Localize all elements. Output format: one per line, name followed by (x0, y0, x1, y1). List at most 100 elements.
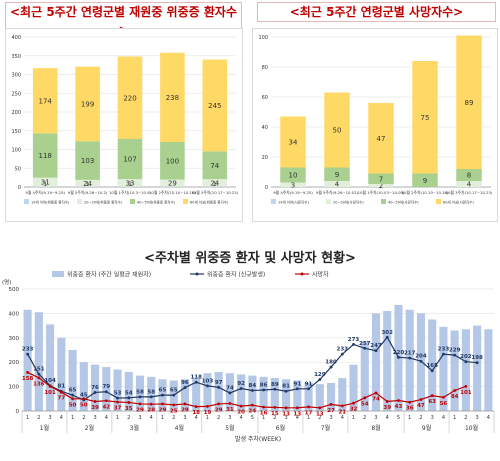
death-point (352, 402, 355, 405)
severe-point (318, 378, 321, 381)
y-tick-label: 100 (258, 35, 268, 41)
severe-point (386, 336, 389, 339)
month-label: 2월 (85, 424, 94, 432)
death-point (341, 404, 344, 407)
month-label: 8월 (371, 424, 380, 432)
week-tick-label: 2 (37, 415, 40, 421)
death-point (206, 405, 209, 408)
death-point (37, 376, 40, 379)
death-point (420, 398, 423, 401)
month-label: 1월 (40, 424, 49, 432)
death-point (195, 405, 198, 408)
severe-point (229, 392, 232, 395)
week-tick-label: 2 (127, 415, 130, 421)
death-point (408, 401, 411, 404)
death-point (82, 397, 85, 400)
y-tick-label: 80 (262, 65, 268, 71)
death-point (273, 406, 276, 409)
severe-point (465, 360, 468, 363)
legend-swatch (130, 199, 135, 204)
severe-label: 204 (415, 354, 427, 360)
severe-point (363, 347, 366, 350)
death-label: 28 (147, 408, 155, 414)
severe-label: 233 (337, 347, 349, 353)
death-point (386, 400, 389, 403)
week-tick-label: 1 (352, 415, 355, 421)
death-point (375, 392, 378, 395)
y-tick-label: 60 (262, 95, 268, 101)
legend-label: 60세 이상(위중증 환자수) (190, 200, 229, 205)
weekly-bar (35, 312, 43, 411)
death-label: 50 (69, 402, 77, 408)
data-label: 50 (333, 127, 342, 135)
x-tick-label: 10월 1주차(10.03~10.09) (358, 190, 405, 195)
severe-label: 76 (91, 385, 99, 391)
death-label: 25 (170, 408, 178, 414)
week-tick-label: 5 (397, 415, 400, 421)
death-label: 27 (327, 408, 335, 414)
data-label: 8 (467, 172, 471, 180)
legend-label: 위중증 환자 (주간 일평균 재원자) (67, 271, 151, 279)
severe-point (71, 394, 74, 397)
severe-point (184, 386, 187, 389)
legend-marker (196, 273, 199, 276)
week-tick-label: 5 (251, 415, 254, 421)
y-tick-label: 300 (11, 73, 21, 79)
data-label: 107 (123, 156, 136, 164)
data-label: 34 (289, 139, 298, 147)
severe-point (26, 353, 29, 356)
death-label: 101 (460, 390, 472, 396)
death-label: 29 (215, 407, 223, 413)
severe-label: 151 (33, 367, 45, 373)
week-tick-label: 3 (93, 415, 96, 421)
month-label: 5월 (225, 424, 234, 432)
death-label: 35 (125, 406, 133, 412)
y-tick-label: 250 (11, 91, 21, 97)
death-point (431, 394, 434, 397)
severe-point (431, 369, 434, 372)
severe-point (139, 395, 142, 398)
death-point (442, 396, 445, 399)
severe-label: 247 (370, 343, 382, 349)
week-tick-label: 4 (240, 415, 243, 421)
severe-label: 65 (170, 388, 178, 394)
severe-label: 103 (202, 378, 214, 384)
data-label: 4 (467, 181, 472, 189)
week-tick-label: 1 (116, 415, 119, 421)
month-label: 4월 (175, 424, 184, 432)
legend-swatch (77, 199, 82, 204)
severe-label: 81 (58, 384, 66, 390)
x-tick-label: 9월 5주차(9.26~10.2) (68, 190, 108, 195)
severe-label: 220 (393, 350, 405, 356)
death-label: 50 (80, 402, 88, 408)
death-label: 39 (91, 405, 99, 411)
week-tick-label: 3 (138, 415, 141, 421)
legend-label: 사망자 (312, 271, 329, 279)
data-label: 10 (289, 172, 298, 180)
y-tick-label: 500 (9, 287, 20, 293)
death-label: 54 (361, 401, 369, 407)
x-tick-label: 10월 2주차(10.10~10.16) (149, 190, 196, 195)
week-tick-label: 1 (71, 415, 74, 421)
weekly-bar (462, 329, 470, 411)
data-label: 174 (39, 97, 53, 105)
y-tick-label: 50 (15, 166, 21, 172)
severe-label: 96 (181, 380, 189, 386)
week-tick-label: 2 (217, 415, 220, 421)
severe-label: 86 (260, 383, 268, 389)
death-point (262, 406, 265, 409)
x-tick-label: 9월 5주차(9.26~10.02) (316, 190, 359, 195)
data-label: 1 (213, 181, 217, 188)
severe-label: 84 (249, 383, 257, 389)
data-label: 9 (335, 171, 339, 179)
week-tick-label: 2 (273, 415, 276, 421)
x-tick-label: 10월 3주차(10.17~10.23) (446, 190, 493, 195)
data-label: 47 (377, 135, 386, 143)
severe-label: 273 (348, 337, 360, 343)
y-tick-label: 400 (11, 35, 21, 41)
data-label: 238 (166, 94, 179, 102)
severe-point (476, 361, 479, 364)
death-point (60, 391, 63, 394)
y-tick-label: 200 (9, 360, 20, 366)
